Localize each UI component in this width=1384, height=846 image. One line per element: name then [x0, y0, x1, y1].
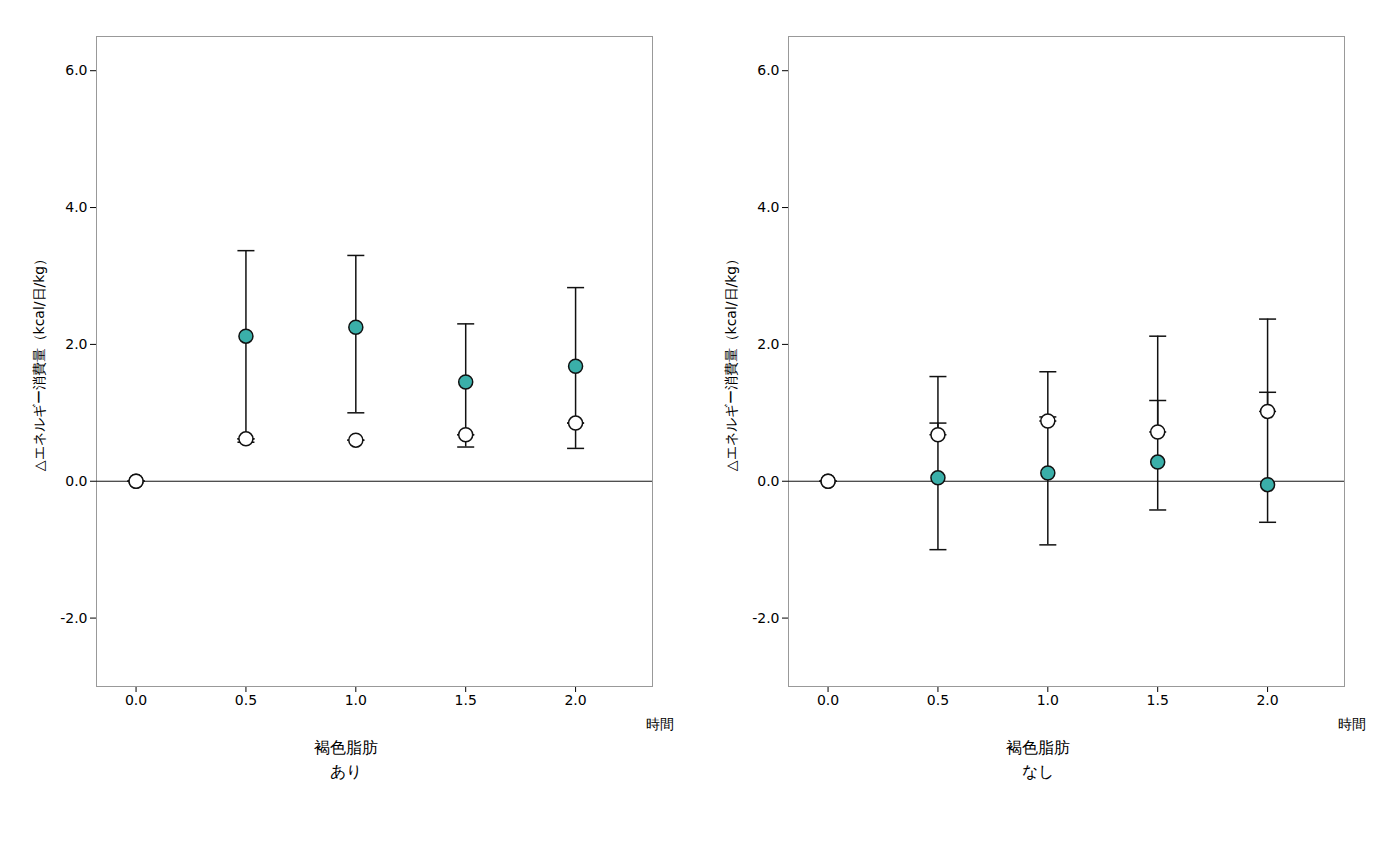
- svg-text:-2.0: -2.0: [60, 610, 87, 626]
- html-text:あり: あり: [330, 762, 362, 781]
- svg-text:6.0: 6.0: [757, 62, 779, 78]
- svg-text:0.0: 0.0: [817, 692, 839, 708]
- svg-text:2.0: 2.0: [757, 336, 779, 352]
- svg-text:0.0: 0.0: [65, 473, 87, 489]
- html-text:褐色脂肪: 褐色脂肪: [1006, 738, 1070, 757]
- svg-text:1.5: 1.5: [455, 692, 477, 708]
- svg-text:0.0: 0.0: [125, 692, 147, 708]
- svg-text:0.5: 0.5: [235, 692, 257, 708]
- svg-text:時間: 時間: [1338, 716, 1366, 732]
- svg-text:4.0: 4.0: [65, 199, 87, 215]
- svg-text:0.0: 0.0: [757, 473, 779, 489]
- svg-text:2.0: 2.0: [1256, 692, 1278, 708]
- svg-text:1.0: 1.0: [1037, 692, 1059, 708]
- html-text:なし: なし: [1022, 762, 1054, 781]
- svg-text:-2.0: -2.0: [752, 610, 779, 626]
- html-text:褐色脂肪: 褐色脂肪: [314, 738, 378, 757]
- svg-text:時間: 時間: [646, 716, 674, 732]
- svg-text:△エネルギー消費量（kcal/日/kg）: △エネルギー消費量（kcal/日/kg）: [31, 252, 47, 471]
- svg-text:0.5: 0.5: [927, 692, 949, 708]
- svg-text:1.5: 1.5: [1147, 692, 1169, 708]
- svg-text:2.0: 2.0: [65, 336, 87, 352]
- svg-text:2.0: 2.0: [564, 692, 586, 708]
- svg-text:△エネルギー消費量（kcal/日/kg）: △エネルギー消費量（kcal/日/kg）: [723, 252, 739, 471]
- svg-text:4.0: 4.0: [757, 199, 779, 215]
- svg-text:1.0: 1.0: [345, 692, 367, 708]
- svg-text:6.0: 6.0: [65, 62, 87, 78]
